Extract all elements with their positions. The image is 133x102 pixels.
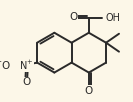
Text: OH: OH [105,13,120,23]
Text: O: O [69,13,78,23]
Text: $\mathregular{^{-}}$O: $\mathregular{^{-}}$O [0,59,11,71]
Text: O: O [85,85,93,95]
Text: O: O [22,77,30,87]
Text: $\mathregular{N^{+}}$: $\mathregular{N^{+}}$ [19,58,33,72]
